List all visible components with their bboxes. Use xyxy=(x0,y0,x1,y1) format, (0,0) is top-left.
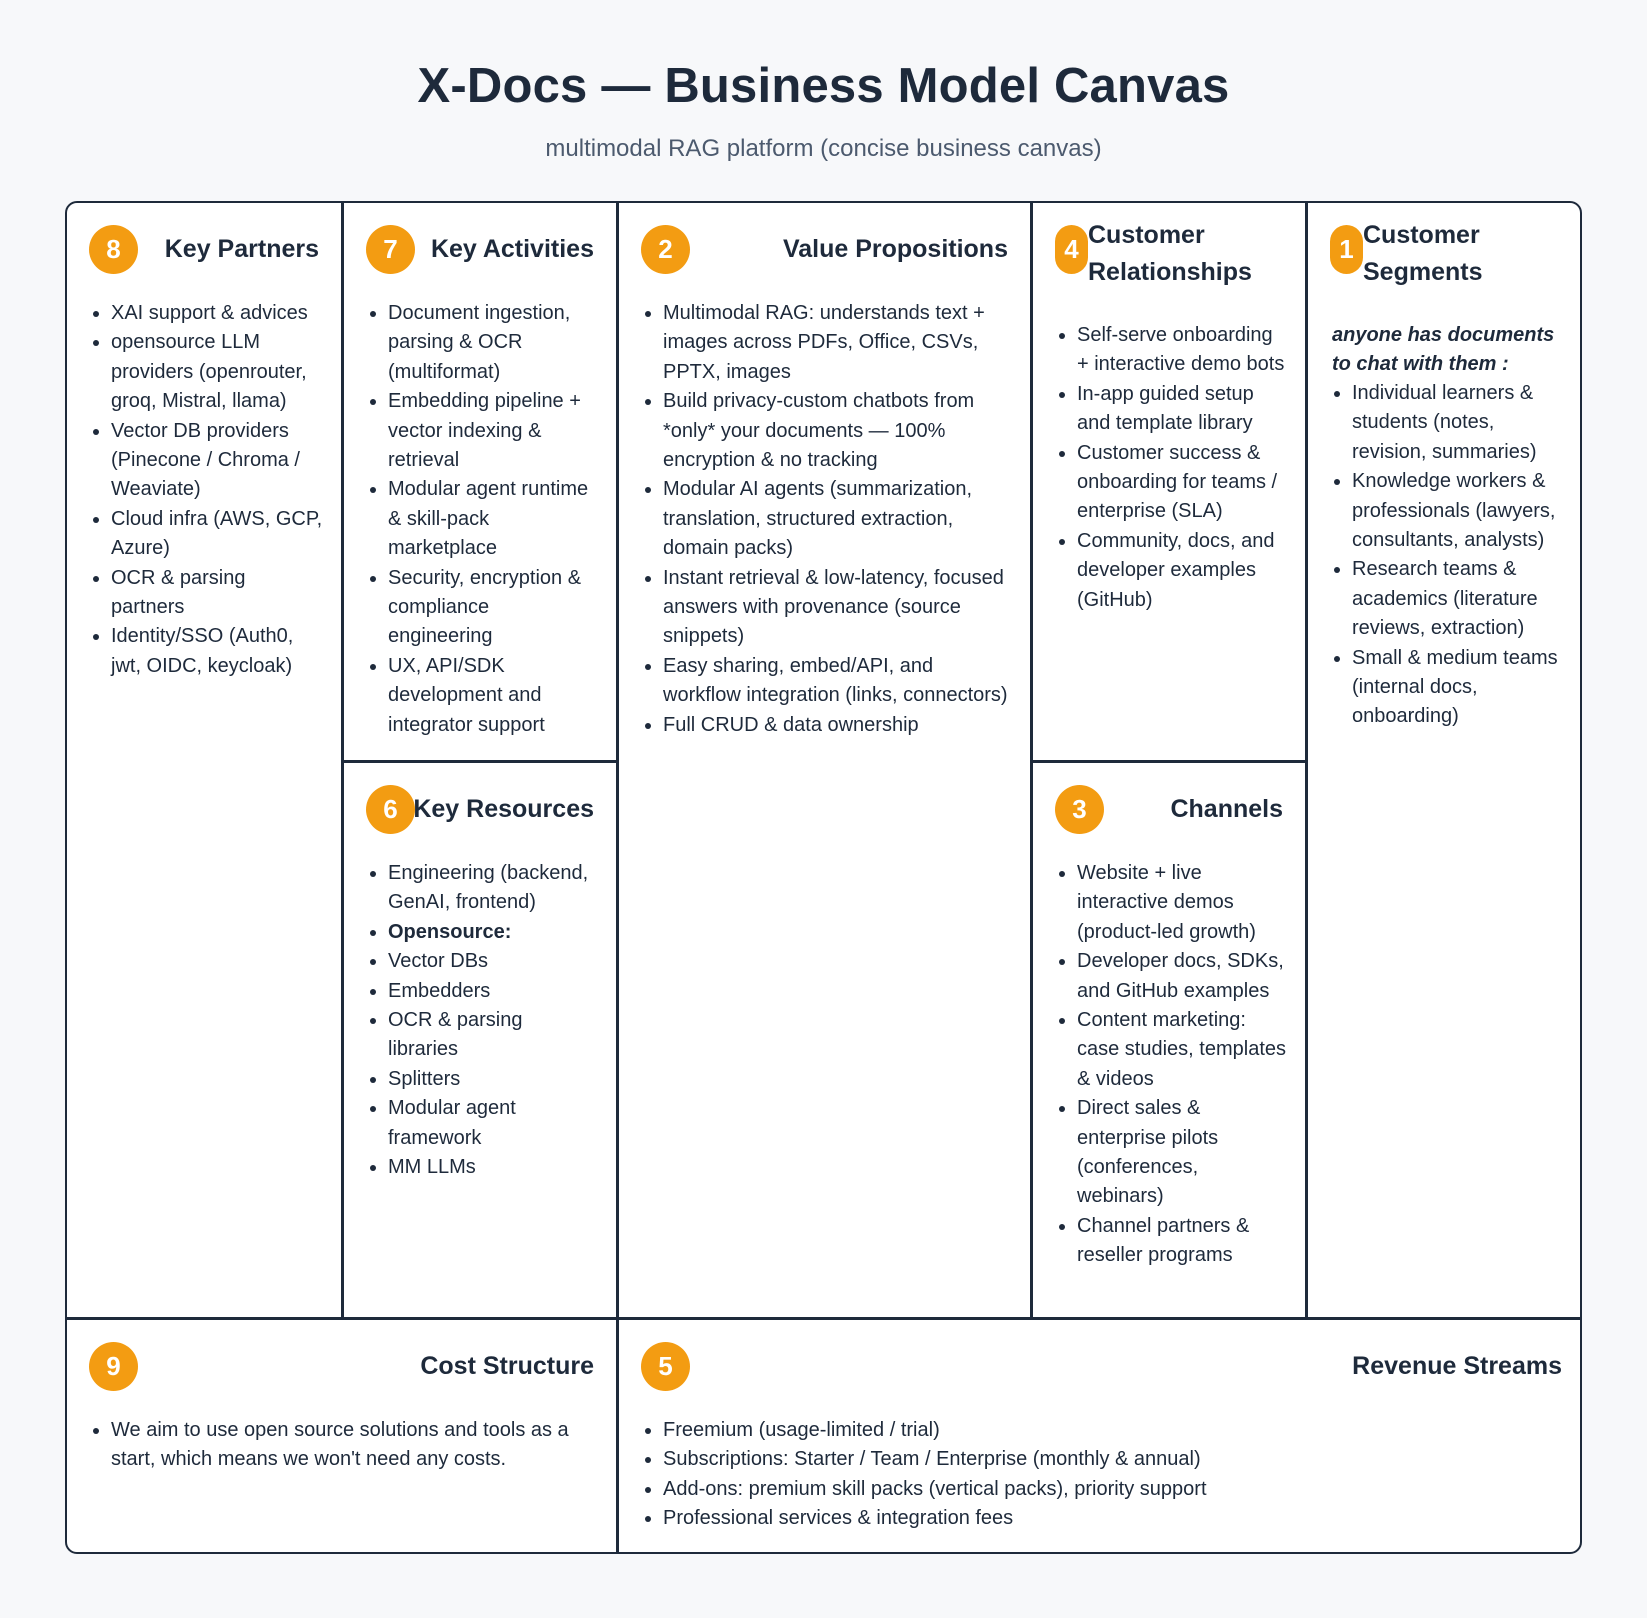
list-item: Small & medium teams (internal docs, onb… xyxy=(1332,644,1566,732)
business-model-canvas: 8 Key Partners XAI support & advices open… xyxy=(65,201,1582,1554)
list-item: Content marketing: case studies, templat… xyxy=(1057,1006,1287,1094)
list-item: Easy sharing, embed/API, and workflow in… xyxy=(643,652,1012,711)
list-item: Research teams & academics (literature r… xyxy=(1332,555,1566,643)
key-resources-block: 6 Key Resources Engineering (backend, Ge… xyxy=(344,763,616,1317)
channels-block: 3 Channels Website + live interactive de… xyxy=(1033,763,1305,1317)
key-activities-block: 7 Key Activities Document ingestion, par… xyxy=(344,203,616,760)
block-list: We aim to use open source solutions and … xyxy=(91,1416,598,1475)
grid-divider xyxy=(1030,760,1308,763)
segments-lead-text: anyone has documents to chat with them : xyxy=(1332,324,1555,375)
block-title: Channels xyxy=(1170,795,1283,823)
block-title: Key Partners xyxy=(164,235,319,263)
value-propositions-block: 2 Value Propositions Multimodal RAG: und… xyxy=(619,203,1030,1317)
block-list: XAI support & advices opensource LLM prov… xyxy=(91,299,323,681)
list-item: We aim to use open source solutions and … xyxy=(91,1416,598,1475)
list-item: Self-serve onboarding + interactive demo… xyxy=(1057,321,1287,380)
block-title: Value Propositions xyxy=(782,235,1008,263)
list-item: Developer docs, SDKs, and GitHub example… xyxy=(1057,947,1287,1006)
list-item: Customer success & onboarding for teams … xyxy=(1057,439,1287,527)
block-title: Customer Relationships xyxy=(1088,221,1252,286)
list-item: Modular agent framework xyxy=(368,1094,598,1153)
block-list: Individual learners & students (notes, r… xyxy=(1332,379,1566,732)
list-item: XAI support & advices xyxy=(91,299,323,328)
list-item: Modular AI agents (summarization, transl… xyxy=(643,475,1012,563)
customer-relationships-block: 4 Customer Relationships Self-serve onbo… xyxy=(1033,203,1305,760)
list-item: Opensource: xyxy=(368,918,598,947)
list-item: Multimodal RAG: understands text + image… xyxy=(643,299,1012,387)
block-title: Cost Structure xyxy=(420,1352,594,1380)
list-item: Splitters xyxy=(368,1065,598,1094)
step-badge: 6 xyxy=(366,785,415,834)
list-item: Subscriptions: Starter / Team / Enterpri… xyxy=(643,1445,1566,1474)
list-item: Freemium (usage-limited / trial) xyxy=(643,1416,1566,1445)
step-badge: 8 xyxy=(89,225,138,274)
list-item: Vector DBs xyxy=(368,947,598,976)
list-item: Channel partners & reseller programs xyxy=(1057,1212,1287,1271)
block-list: Multimodal RAG: understands text + image… xyxy=(643,299,1012,740)
list-item: Security, encryption & compliance engine… xyxy=(368,564,598,652)
step-badge: 2 xyxy=(641,225,690,274)
step-badge: 3 xyxy=(1055,785,1104,834)
list-item: Professional services & integration fees xyxy=(643,1504,1566,1533)
customer-segments-block: 1 Customer Segments anyone has documents… xyxy=(1308,203,1580,1317)
list-item: Website + live interactive demos (produc… xyxy=(1057,859,1287,947)
list-item: Embedding pipeline + vector indexing & r… xyxy=(368,387,598,475)
block-title: Key Resources xyxy=(413,795,594,823)
block-list: Engineering (backend, GenAI, frontend) Op… xyxy=(368,859,598,1182)
list-item: Document ingestion, parsing & OCR (multi… xyxy=(368,299,598,387)
grid-divider xyxy=(616,203,619,1552)
list-item: Vector DB providers (Pinecone / Chroma /… xyxy=(91,417,323,505)
list-item: Build privacy-custom chatbots from *only… xyxy=(643,387,1012,475)
block-title: Key Activities xyxy=(430,235,594,263)
list-item: Direct sales & enterprise pilots (confer… xyxy=(1057,1094,1287,1212)
block-list: Document ingestion, parsing & OCR (multi… xyxy=(368,299,598,740)
list-item: Cloud infra (AWS, GCP, Azure) xyxy=(91,505,323,564)
list-item: Knowledge workers & professionals (lawye… xyxy=(1332,467,1566,555)
list-item: UX, API/SDK development and integrator s… xyxy=(368,652,598,740)
step-badge: 9 xyxy=(89,1342,138,1391)
page-subtitle: multimodal RAG platform (concise busines… xyxy=(545,135,1102,162)
page-title: X-Docs — Business Model Canvas xyxy=(417,59,1230,113)
list-item: Embedders xyxy=(368,977,598,1006)
list-item: MM LLMs xyxy=(368,1153,598,1182)
block-list: Self-serve onboarding + interactive demo… xyxy=(1057,321,1287,615)
revenue-streams-block: 5 Revenue Streams Freemium (usage-limite… xyxy=(619,1320,1580,1552)
key-partners-block: 8 Key Partners XAI support & advices open… xyxy=(67,203,341,1317)
list-item: Identity/SSO (Auth0, jwt, OIDC, keycloak… xyxy=(91,622,323,681)
list-item: Full CRUD & data ownership xyxy=(643,711,1012,740)
block-title: Customer Segments xyxy=(1363,221,1483,286)
list-item: OCR & parsing partners xyxy=(91,564,323,623)
grid-divider xyxy=(341,760,619,763)
list-item: OCR & parsing libraries xyxy=(368,1006,598,1065)
block-list: Website + live interactive demos (produc… xyxy=(1057,859,1287,1271)
block-list: Freemium (usage-limited / trial) Subscrip… xyxy=(643,1416,1566,1534)
grid-divider xyxy=(67,1317,1580,1320)
cost-structure-block: 9 Cost Structure We aim to use open sour… xyxy=(67,1320,616,1552)
step-badge: 1 xyxy=(1330,225,1363,274)
block-title: Revenue Streams xyxy=(1352,1352,1562,1380)
list-item: Modular agent runtime & skill-pack marke… xyxy=(368,475,598,563)
step-badge: 5 xyxy=(641,1342,690,1391)
list-item: Engineering (backend, GenAI, frontend) xyxy=(368,859,598,918)
list-item: In-app guided setup and template library xyxy=(1057,380,1287,439)
list-item: opensource LLM providers (openrouter, gr… xyxy=(91,328,323,416)
list-item: Individual learners & students (notes, r… xyxy=(1332,379,1566,467)
step-badge: 7 xyxy=(366,225,415,274)
list-item: Community, docs, and developer examples … xyxy=(1057,527,1287,615)
list-item: Add-ons: premium skill packs (vertical p… xyxy=(643,1475,1566,1504)
step-badge: 4 xyxy=(1055,225,1088,274)
list-item: Instant retrieval & low-latency, focused… xyxy=(643,564,1012,652)
